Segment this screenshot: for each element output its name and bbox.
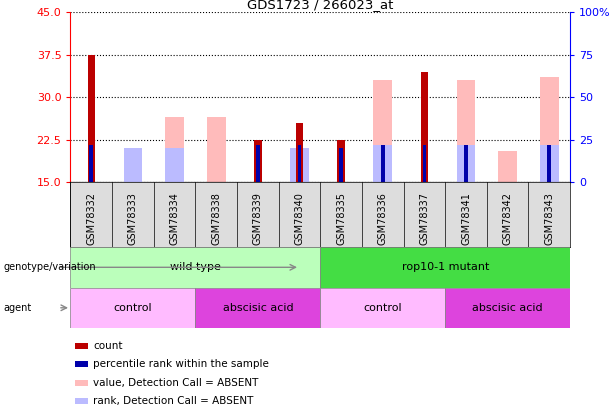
Text: GSM78337: GSM78337 — [419, 192, 429, 245]
Bar — [75, 361, 88, 367]
Bar — [290, 148, 309, 182]
Text: GSM78341: GSM78341 — [461, 192, 471, 245]
Bar — [295, 123, 303, 182]
Bar — [547, 145, 551, 182]
Bar — [464, 145, 468, 182]
Text: GSM78332: GSM78332 — [86, 192, 96, 245]
Bar — [421, 72, 428, 182]
Text: rank, Detection Call = ABSENT: rank, Detection Call = ABSENT — [93, 396, 253, 405]
Bar — [321, 288, 445, 328]
Bar — [196, 288, 321, 328]
Title: GDS1723 / 266023_at: GDS1723 / 266023_at — [247, 0, 394, 11]
Bar — [445, 288, 570, 328]
Bar — [498, 151, 517, 182]
Bar — [422, 145, 426, 182]
Bar — [297, 145, 302, 182]
Bar — [207, 117, 226, 182]
Text: agent: agent — [3, 303, 31, 313]
Bar — [337, 140, 345, 182]
Bar — [88, 55, 95, 182]
Text: GSM78339: GSM78339 — [253, 192, 263, 245]
Text: percentile rank within the sample: percentile rank within the sample — [93, 359, 269, 369]
Text: control: control — [113, 303, 152, 313]
Text: GSM78343: GSM78343 — [544, 192, 554, 245]
Bar — [89, 145, 93, 182]
Bar — [166, 148, 184, 182]
Text: GSM78338: GSM78338 — [211, 192, 221, 245]
Bar — [70, 247, 321, 288]
Bar — [166, 117, 184, 182]
Bar — [373, 80, 392, 182]
Bar — [381, 145, 384, 182]
Text: GSM78340: GSM78340 — [294, 192, 305, 245]
Text: GSM78333: GSM78333 — [128, 192, 138, 245]
Text: wild type: wild type — [170, 262, 221, 272]
Bar — [124, 148, 142, 182]
Bar — [540, 145, 558, 182]
Text: rop10-1 mutant: rop10-1 mutant — [402, 262, 489, 272]
Text: abscisic acid: abscisic acid — [223, 303, 293, 313]
Text: value, Detection Call = ABSENT: value, Detection Call = ABSENT — [93, 378, 258, 388]
Text: control: control — [364, 303, 402, 313]
Bar — [457, 80, 475, 182]
Bar — [373, 145, 392, 182]
Bar — [540, 77, 558, 182]
Text: GSM78334: GSM78334 — [170, 192, 180, 245]
Text: GSM78335: GSM78335 — [336, 192, 346, 245]
Bar — [75, 398, 88, 405]
Bar — [321, 247, 570, 288]
Bar — [254, 140, 262, 182]
Bar — [75, 343, 88, 349]
Text: genotype/variation: genotype/variation — [3, 262, 96, 272]
Bar — [75, 380, 88, 386]
Bar — [339, 148, 343, 182]
Bar — [457, 145, 475, 182]
Bar — [70, 288, 196, 328]
Text: GSM78342: GSM78342 — [503, 192, 512, 245]
Text: abscisic acid: abscisic acid — [473, 303, 543, 313]
Text: GSM78336: GSM78336 — [378, 192, 388, 245]
Bar — [256, 145, 260, 182]
Bar — [124, 151, 142, 182]
Text: count: count — [93, 341, 123, 351]
